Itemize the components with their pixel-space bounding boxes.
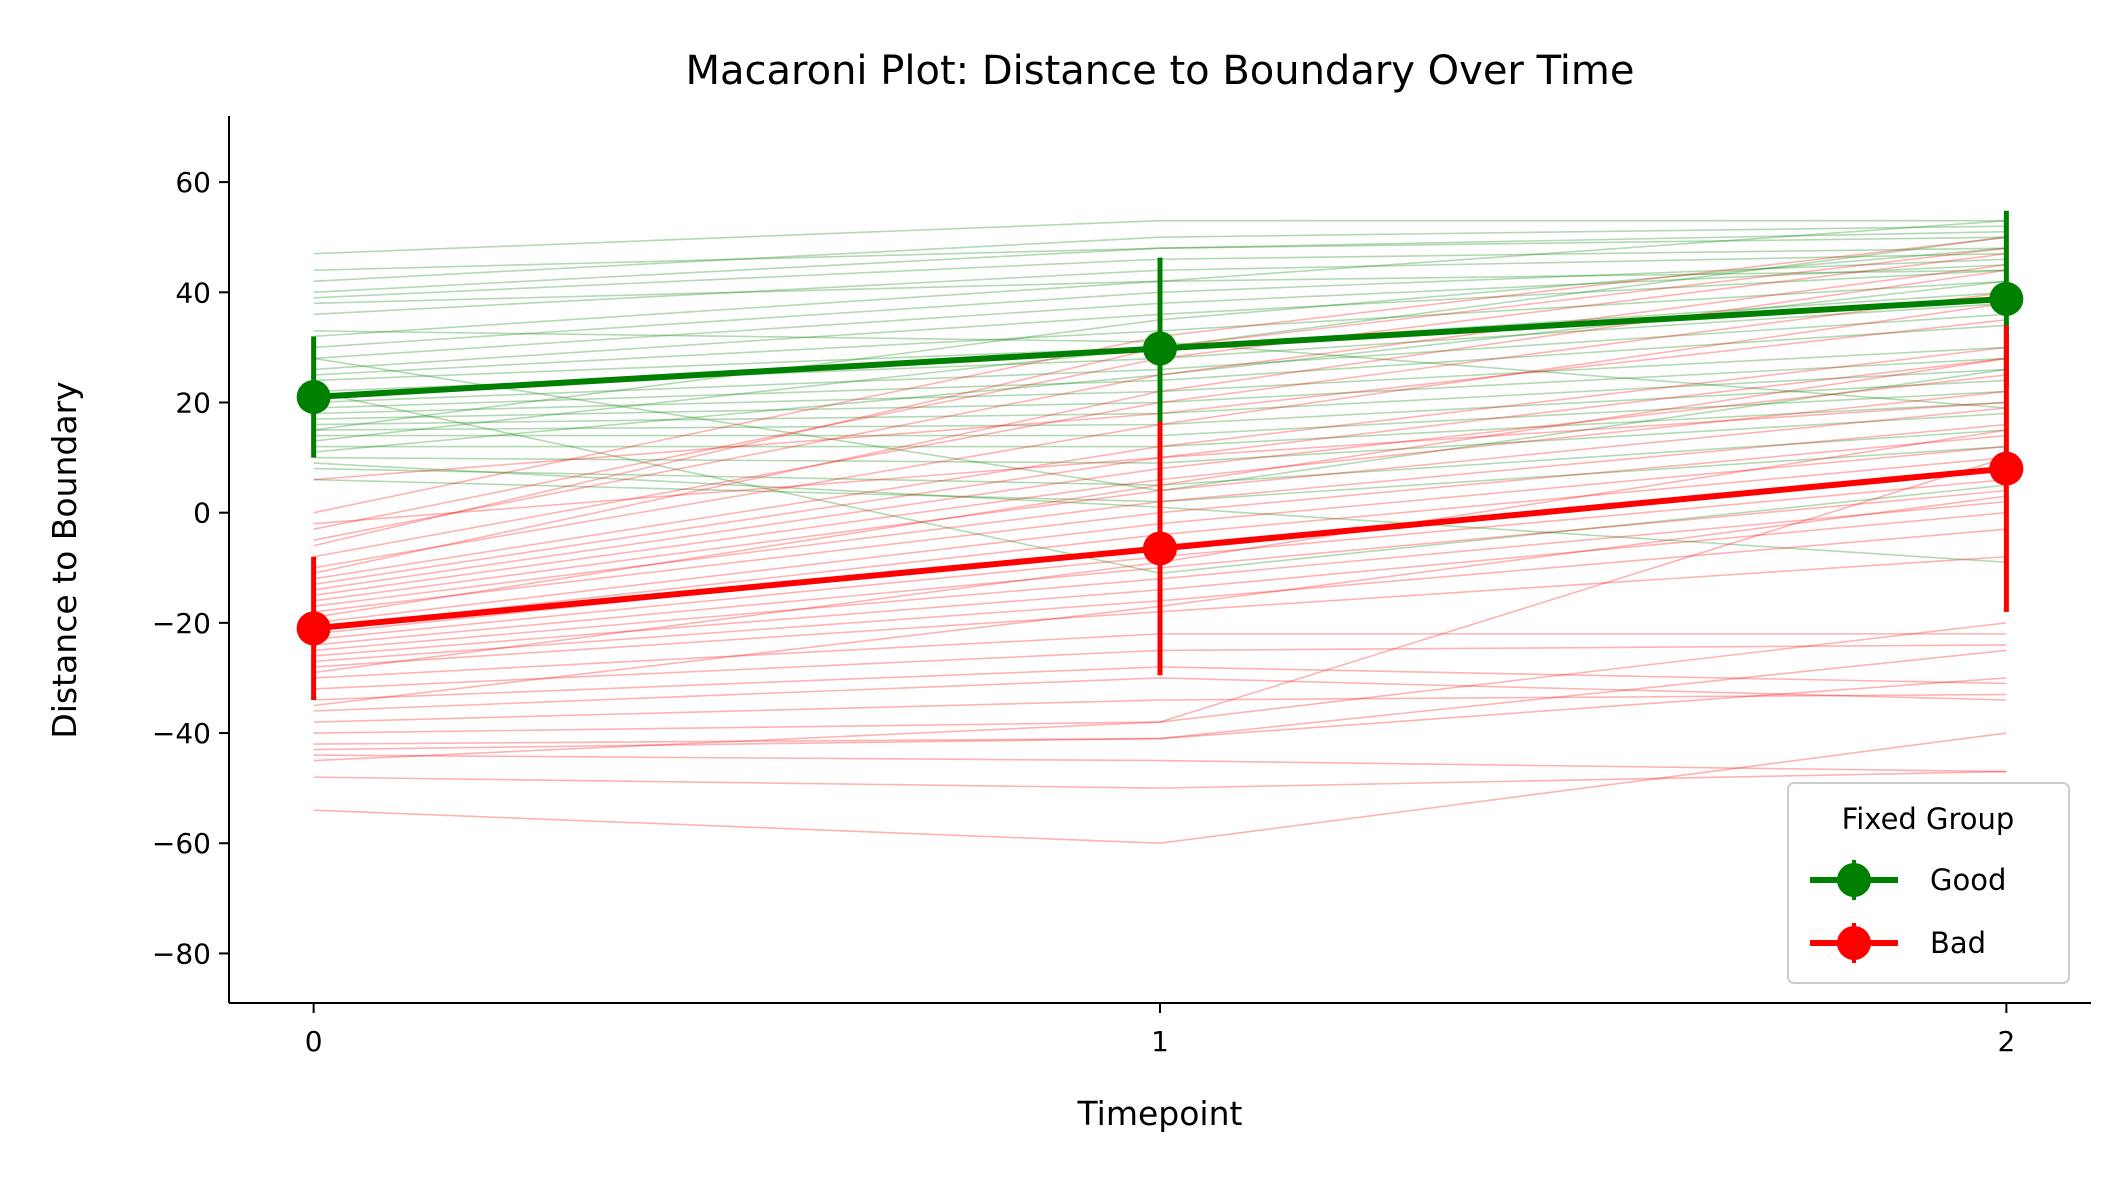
y-axis-label: Distance to Boundary — [45, 381, 84, 738]
x-axis-label: Timepoint — [1077, 1094, 1243, 1133]
y-tick-label-5: −40 — [152, 717, 211, 750]
legend-marker-good — [1837, 863, 1871, 897]
legend-title: Fixed Group — [1842, 802, 2015, 836]
trajectory-bad-31 — [313, 732, 2007, 845]
trajectory-bad-26 — [313, 456, 2007, 734]
legend-marker-bad — [1837, 926, 1871, 960]
y-tick-label-2: 20 — [175, 386, 211, 419]
trajectory-bad-39 — [313, 677, 2007, 751]
y-tick-label-1: 40 — [175, 276, 211, 309]
legend: Fixed Group Good Bad — [1787, 782, 2070, 984]
x-tick-label-2: 2 — [1997, 1025, 2015, 1058]
legend-label-good: Good — [1930, 863, 2006, 897]
mean-point-bad-1 — [1143, 531, 1177, 566]
chart-title: Macaroni Plot: Distance to Boundary Over… — [686, 48, 1635, 94]
trajectory-bad-25 — [313, 693, 2007, 723]
legend-label-bad: Bad — [1930, 926, 1986, 960]
trajectory-good-0 — [313, 219, 2007, 255]
trajectory-bad-28 — [313, 754, 2007, 773]
trajectory-bad-29 — [313, 622, 2007, 762]
x-tick-label-1: 1 — [1151, 1025, 1169, 1058]
group-mean-lines — [296, 210, 2024, 700]
trajectory-good-1 — [313, 225, 2007, 283]
trajectory-good-29 — [313, 230, 2007, 272]
trajectory-bad-27 — [313, 649, 2007, 745]
mean-point-good-0 — [296, 379, 331, 414]
y-tick-label-6: −60 — [152, 827, 211, 860]
trajectory-good-2 — [313, 236, 2007, 294]
y-tick-label-0: 60 — [175, 166, 211, 199]
x-tick-label-0: 0 — [305, 1025, 323, 1058]
y-tick-label-4: −20 — [152, 607, 211, 640]
mean-point-good-1 — [1143, 331, 1177, 366]
y-ticks: 60 40 20 0 −20 −40 −60 −80 — [152, 166, 229, 970]
mean-point-good-2 — [1989, 281, 2024, 316]
mean-point-bad-2 — [1989, 451, 2024, 486]
trajectory-bad-30 — [313, 770, 2007, 789]
y-tick-label-3: 0 — [193, 497, 211, 530]
trajectory-bad-24 — [313, 677, 2007, 712]
x-ticks: 0 1 2 — [305, 1003, 2015, 1058]
y-tick-label-7: −80 — [152, 937, 211, 970]
mean-point-bad-0 — [296, 611, 331, 646]
